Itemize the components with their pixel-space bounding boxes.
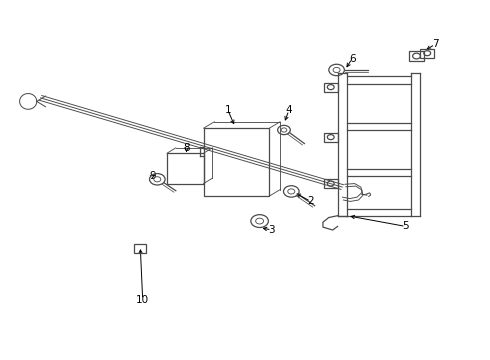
Bar bbox=[324, 83, 338, 91]
Text: 5: 5 bbox=[402, 221, 409, 231]
Text: 6: 6 bbox=[349, 54, 356, 64]
Text: 9: 9 bbox=[149, 171, 156, 181]
Text: 10: 10 bbox=[136, 295, 149, 305]
Text: 3: 3 bbox=[269, 225, 275, 235]
Bar bbox=[203, 128, 270, 196]
Text: 4: 4 bbox=[286, 105, 292, 115]
Bar bbox=[134, 244, 146, 253]
Text: 2: 2 bbox=[307, 197, 314, 206]
Bar bbox=[409, 51, 424, 62]
Bar bbox=[324, 179, 338, 188]
Bar bbox=[420, 49, 434, 58]
Bar bbox=[324, 133, 338, 141]
Text: 8: 8 bbox=[183, 143, 190, 153]
Bar bbox=[167, 153, 203, 184]
Text: 1: 1 bbox=[224, 105, 231, 115]
Text: 7: 7 bbox=[432, 39, 439, 49]
